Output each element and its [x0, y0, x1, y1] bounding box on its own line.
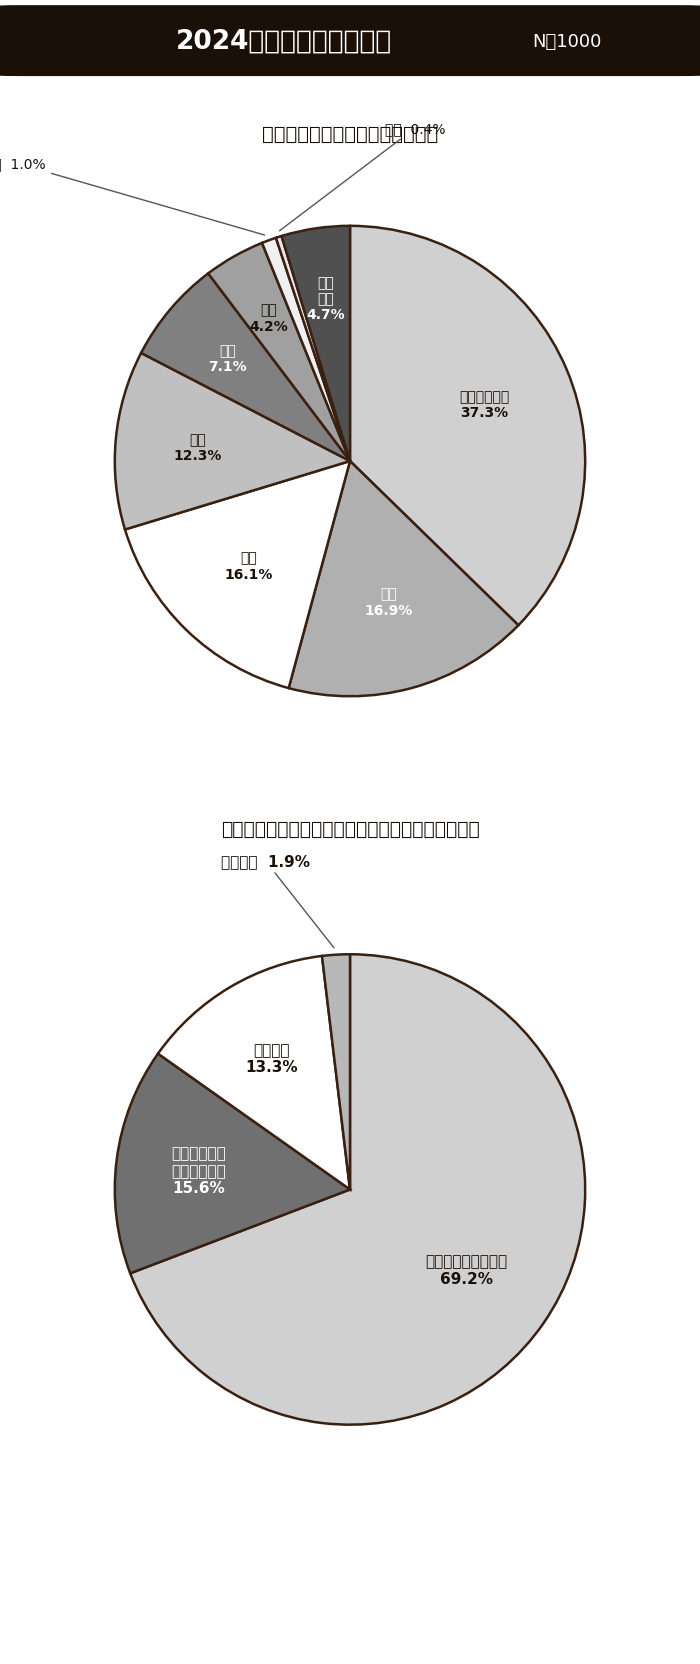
- Text: ２回
16.1%: ２回 16.1%: [224, 551, 273, 581]
- Text: 家族で外食する１ヵ月の平均回数: 家族で外食する１ヵ月の平均回数: [262, 125, 438, 145]
- Text: 外食はしない
37.3%: 外食はしない 37.3%: [459, 389, 510, 421]
- Text: 増加した  1.9%: 増加した 1.9%: [220, 854, 334, 948]
- Text: １年前と比べて夕食時に家族で揃って外食する回数: １年前と比べて夕食時に家族で揃って外食する回数: [220, 819, 480, 839]
- Wedge shape: [115, 354, 350, 531]
- Text: N＝1000: N＝1000: [533, 33, 602, 50]
- Wedge shape: [130, 955, 585, 1424]
- Text: わからない、
覚えていない
15.6%: わからない、 覚えていない 15.6%: [171, 1146, 225, 1195]
- Text: 減少した
13.3%: 減少した 13.3%: [246, 1042, 298, 1075]
- Text: ４回
7.1%: ４回 7.1%: [209, 344, 247, 374]
- Wedge shape: [322, 955, 350, 1190]
- Text: 2024年の外食の利用頻度: 2024年の外食の利用頻度: [176, 28, 392, 55]
- Text: ６回  1.0%: ６回 1.0%: [0, 156, 265, 236]
- Wedge shape: [288, 461, 519, 697]
- FancyBboxPatch shape: [0, 7, 700, 77]
- Wedge shape: [141, 275, 350, 461]
- Text: １回
16.9%: １回 16.9%: [365, 587, 412, 617]
- Wedge shape: [262, 238, 350, 461]
- Wedge shape: [158, 957, 350, 1190]
- Wedge shape: [281, 226, 350, 461]
- Text: 特に変化していない
69.2%: 特に変化していない 69.2%: [425, 1253, 508, 1286]
- Wedge shape: [350, 226, 585, 626]
- Wedge shape: [125, 461, 350, 689]
- Text: ５回
4.2%: ５回 4.2%: [249, 303, 288, 334]
- Text: ３回
12.3%: ３回 12.3%: [174, 433, 222, 463]
- Text: ８回
以上
4.7%: ８回 以上 4.7%: [307, 276, 345, 323]
- Wedge shape: [115, 1053, 350, 1273]
- Wedge shape: [208, 243, 350, 461]
- Wedge shape: [276, 236, 350, 461]
- Text: ７回  0.4%: ７回 0.4%: [279, 121, 446, 231]
